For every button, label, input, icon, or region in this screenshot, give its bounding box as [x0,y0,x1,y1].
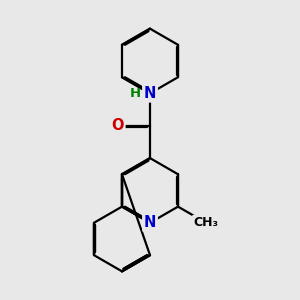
Text: N: N [144,86,156,101]
Text: O: O [111,118,124,133]
Text: CH₃: CH₃ [194,216,218,229]
Text: H: H [130,87,141,100]
Text: N: N [144,215,156,230]
